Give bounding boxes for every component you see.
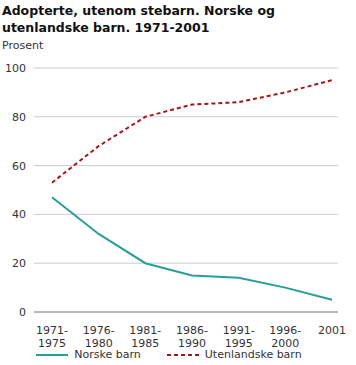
svg-text:2001: 2001	[318, 324, 346, 337]
svg-text:1981-1985: 1981-1985	[129, 324, 161, 350]
svg-text:40: 40	[12, 208, 26, 221]
html-text:Norske barn: Norske barn	[74, 348, 141, 361]
svg-text:80: 80	[12, 111, 26, 124]
svg-text:1976-1980: 1976-1980	[83, 324, 115, 350]
html-text:Adopterte, utenom stebarn. Nor: Adopterte, utenom stebarn. Norske og ute…	[2, 3, 275, 35]
svg-text:1971-1975: 1971-1975	[36, 324, 68, 350]
svg-text:20: 20	[12, 257, 26, 270]
html-text:Utenlandske barn: Utenlandske barn	[204, 348, 302, 361]
svg-text:1996-2000: 1996-2000	[269, 324, 301, 350]
svg-text:60: 60	[12, 160, 26, 173]
svg-text:1986-1990: 1986-1990	[176, 324, 208, 350]
svg-text:0: 0	[19, 306, 26, 319]
svg-text:100: 100	[8, 62, 26, 75]
svg-text:1991-1995: 1991-1995	[223, 324, 255, 350]
html-text:Prosent: Prosent	[2, 39, 44, 52]
